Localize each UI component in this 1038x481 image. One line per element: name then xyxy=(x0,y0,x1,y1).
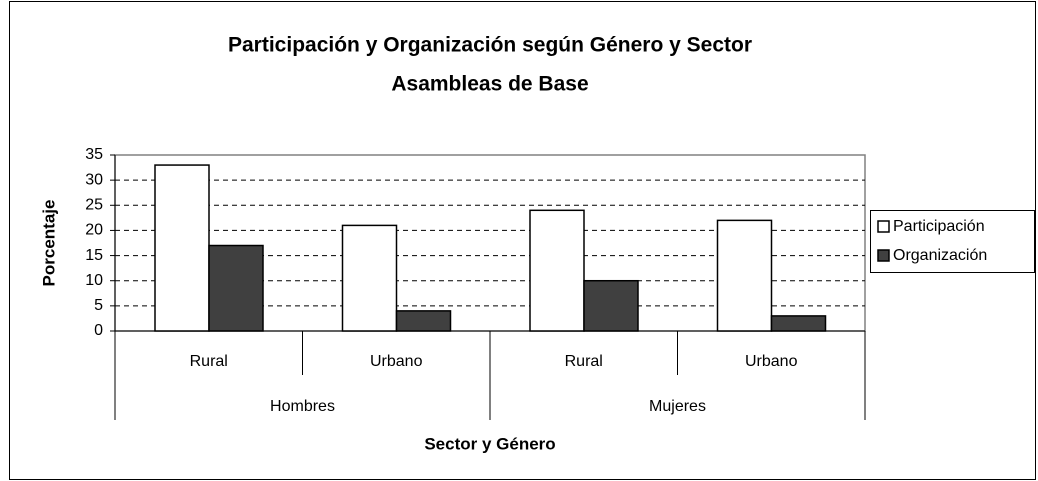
legend-swatch xyxy=(877,249,890,262)
y-tick-label: 30 xyxy=(85,171,103,188)
y-tick-label: 20 xyxy=(85,222,103,239)
bar xyxy=(341,224,398,332)
x-group-label: Hombres xyxy=(270,398,335,415)
bar xyxy=(583,279,639,332)
y-tick-label: 10 xyxy=(85,272,103,289)
y-tick-label: 5 xyxy=(94,297,103,314)
y-tick-label: 35 xyxy=(85,146,103,163)
y-axis-title: Porcentaje xyxy=(39,200,58,287)
x-tick-label: Urbano xyxy=(745,353,798,370)
y-tick-label: 15 xyxy=(85,247,103,264)
bar xyxy=(395,310,452,332)
legend-label: Participación xyxy=(893,218,985,235)
y-tick-label: 0 xyxy=(94,322,103,339)
y-tick-label: 25 xyxy=(85,197,103,214)
legend-swatch xyxy=(877,220,890,233)
x-tick-label: Rural xyxy=(565,353,603,370)
bar xyxy=(154,164,210,332)
x-group-label: Mujeres xyxy=(649,398,706,415)
x-tick-label: Rural xyxy=(190,353,228,370)
x-axis-title: Sector y Género xyxy=(424,434,555,453)
legend-label: Organización xyxy=(893,247,987,264)
x-tick-label: Urbano xyxy=(370,353,423,370)
chart-subtitle: Asambleas de Base xyxy=(391,73,588,96)
bar xyxy=(529,209,585,332)
bar xyxy=(208,244,264,332)
bar xyxy=(770,315,827,332)
legend-box xyxy=(870,210,1035,273)
chart-title: Participación y Organización según Géner… xyxy=(228,34,752,57)
bar xyxy=(716,219,773,332)
